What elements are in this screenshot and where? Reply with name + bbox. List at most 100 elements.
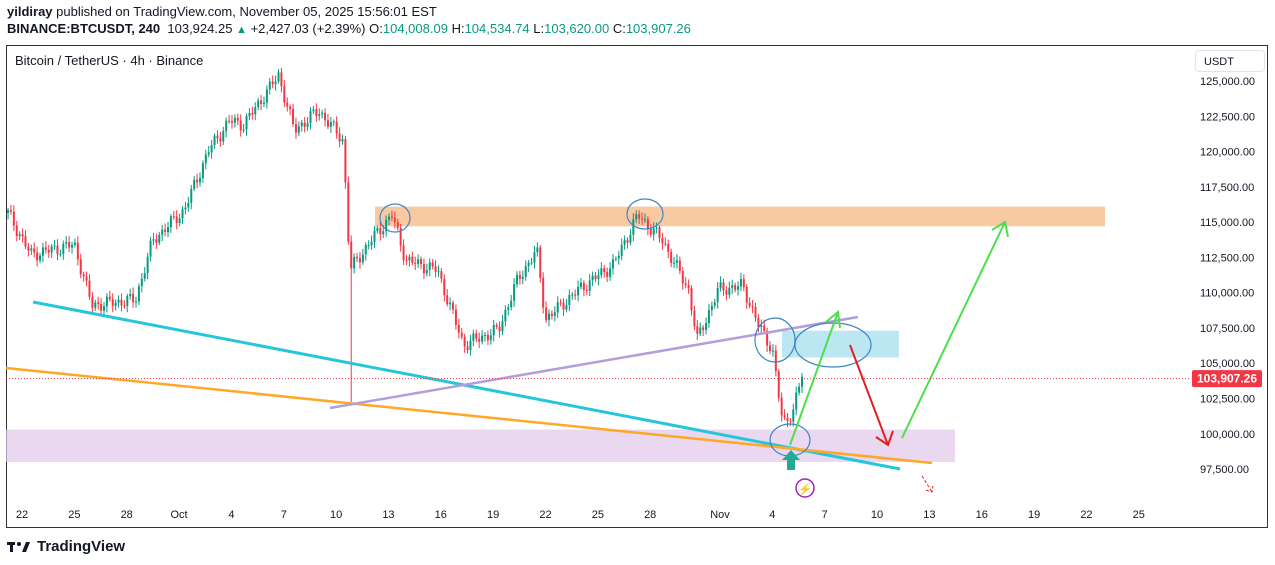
candle <box>18 231 21 241</box>
candle <box>600 262 603 279</box>
red-arrow-down <box>849 344 894 447</box>
author[interactable]: yildiray <box>7 4 53 19</box>
candle <box>670 248 673 268</box>
candle <box>149 236 152 262</box>
candle <box>582 280 585 297</box>
candle <box>780 392 783 422</box>
candle <box>303 116 306 133</box>
highlight-ellipse <box>379 203 411 233</box>
lightning-icon: ⚡ <box>798 483 812 496</box>
candle <box>556 296 559 318</box>
candle <box>734 282 737 293</box>
brand-name: TradingView <box>37 538 126 555</box>
candle <box>466 340 469 354</box>
y-tick-label: 110,000.00 <box>1200 288 1254 300</box>
candle <box>707 303 710 328</box>
candle <box>577 280 580 302</box>
publish-date: published on TradingView.com, November 0… <box>56 4 437 19</box>
candle <box>172 210 175 220</box>
candle <box>277 69 280 84</box>
x-tick-label: 19 <box>487 509 499 521</box>
candle <box>731 279 734 295</box>
x-tick-label: 4 <box>228 509 234 521</box>
candle <box>370 235 373 250</box>
candle <box>725 286 728 301</box>
y-tick-label: 120,000.00 <box>1200 147 1255 159</box>
candle <box>524 260 527 281</box>
candle <box>673 256 676 269</box>
candle <box>777 368 780 402</box>
candle <box>417 254 420 268</box>
candle <box>356 252 359 263</box>
candle <box>39 252 42 264</box>
candle <box>344 135 347 189</box>
x-tick-label: 22 <box>539 509 551 521</box>
candle <box>350 235 353 403</box>
candle <box>748 297 751 309</box>
candle <box>632 213 635 242</box>
candle <box>699 322 702 337</box>
candle <box>219 131 222 147</box>
candle <box>460 327 463 340</box>
open-label: O: <box>369 21 383 36</box>
x-tick-label: 25 <box>1133 509 1145 521</box>
x-tick-label: 22 <box>16 509 28 521</box>
candle <box>705 317 708 335</box>
candle <box>486 330 489 346</box>
candle <box>228 114 231 124</box>
candle <box>338 127 341 148</box>
candle <box>594 272 597 283</box>
candle <box>388 213 391 226</box>
candle <box>414 256 417 271</box>
candle <box>204 149 207 170</box>
candle <box>120 293 123 312</box>
candle <box>545 301 548 323</box>
candle <box>248 108 251 121</box>
candle <box>533 245 536 269</box>
candle <box>617 250 620 265</box>
zone-resistance <box>375 206 1105 227</box>
candle <box>33 242 36 258</box>
candle <box>108 290 111 302</box>
x-tick-label: Oct <box>170 509 187 521</box>
candle <box>623 235 626 250</box>
candle <box>239 114 242 137</box>
tradingview-logo[interactable]: TradingView <box>7 538 125 555</box>
candle <box>15 220 18 242</box>
candle <box>254 102 257 121</box>
candle <box>114 299 117 311</box>
candle <box>542 272 545 314</box>
candle <box>510 294 513 311</box>
candle <box>94 299 97 311</box>
candle <box>300 119 303 132</box>
candle <box>129 288 132 300</box>
candle <box>408 254 411 267</box>
event-circle[interactable] <box>795 478 815 498</box>
candle <box>801 372 804 394</box>
candle <box>385 215 388 237</box>
candle <box>449 297 452 311</box>
candle <box>79 253 82 279</box>
candle <box>396 218 399 231</box>
x-tick-label: 16 <box>435 509 447 521</box>
candle <box>553 306 556 322</box>
y-tick-label: 112,500.00 <box>1200 252 1254 264</box>
candle <box>675 254 678 269</box>
candle <box>309 107 312 130</box>
candle <box>420 256 423 270</box>
candle <box>771 344 774 357</box>
candle <box>638 210 641 225</box>
candle <box>166 221 169 238</box>
candle <box>283 79 286 108</box>
candle <box>745 284 748 309</box>
candle <box>178 213 181 227</box>
candle <box>513 278 516 308</box>
x-tick-label: 10 <box>871 509 883 521</box>
candle <box>475 329 478 343</box>
y-tick-label: 125,000.00 <box>1200 76 1255 88</box>
buy-arrow-icon <box>782 450 800 470</box>
candle <box>97 296 100 310</box>
currency-selector[interactable]: USDT <box>1195 50 1265 72</box>
candle <box>230 115 233 129</box>
